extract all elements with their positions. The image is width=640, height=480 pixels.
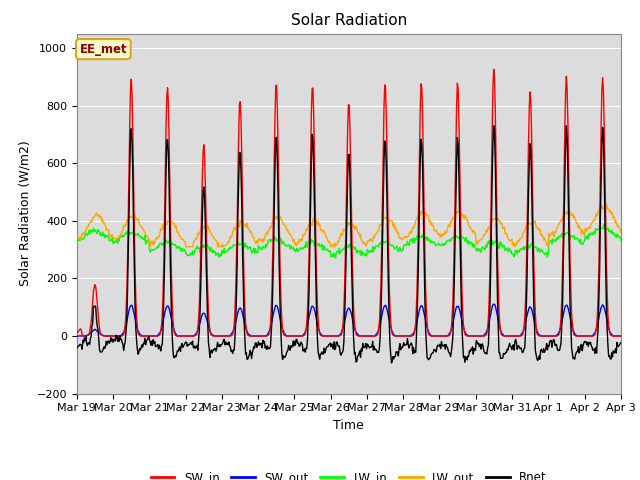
SW_in [431, 333, 439, 339]
LW_out [603, 201, 611, 207]
LW_out [73, 234, 81, 240]
Rnet [194, 348, 202, 353]
LW_in [600, 221, 608, 227]
SW_in [195, 315, 202, 321]
LW_in [73, 237, 81, 242]
SW_out [490, 301, 497, 307]
Rnet [490, 123, 497, 129]
Rnet [223, 342, 230, 348]
LW_out [416, 210, 424, 216]
SW_out [73, 333, 81, 339]
LW_in [431, 242, 439, 248]
LW_in [83, 231, 90, 237]
Line: LW_out: LW_out [77, 204, 621, 247]
Line: LW_in: LW_in [77, 224, 621, 258]
LW_in [139, 236, 147, 241]
Rnet [388, 360, 396, 366]
LW_out [147, 244, 154, 250]
Rnet [139, 344, 147, 350]
Legend: SW_in, SW_out, LW_in, LW_out, Rnet: SW_in, SW_out, LW_in, LW_out, Rnet [146, 466, 552, 480]
LW_out [431, 227, 439, 233]
SW_in [223, 333, 231, 339]
LW_out [195, 232, 202, 238]
SW_in [79, 333, 86, 339]
SW_in [84, 333, 92, 338]
LW_in [416, 233, 424, 239]
LW_in [332, 255, 339, 261]
X-axis label: Time: Time [333, 419, 364, 432]
SW_out [223, 333, 230, 339]
SW_out [83, 333, 90, 338]
SW_in [490, 67, 497, 72]
SW_out [431, 333, 438, 339]
Line: SW_in: SW_in [77, 70, 621, 336]
SW_in [140, 333, 147, 339]
Rnet [416, 192, 424, 198]
Line: Rnet: Rnet [77, 126, 621, 363]
SW_out [617, 333, 625, 339]
Line: SW_out: SW_out [77, 304, 621, 336]
LW_out [223, 241, 231, 247]
Rnet [431, 347, 439, 353]
LW_in [194, 246, 202, 252]
Rnet [617, 340, 625, 346]
Title: Solar Radiation: Solar Radiation [291, 13, 407, 28]
LW_in [223, 249, 230, 255]
LW_out [83, 226, 90, 231]
SW_out [194, 327, 202, 333]
LW_in [617, 238, 625, 243]
SW_out [139, 333, 147, 339]
SW_in [73, 330, 81, 336]
Rnet [73, 345, 81, 351]
Text: EE_met: EE_met [79, 43, 127, 56]
SW_in [617, 333, 625, 339]
Y-axis label: Solar Radiation (W/m2): Solar Radiation (W/m2) [18, 141, 31, 287]
LW_out [617, 229, 625, 235]
Rnet [83, 340, 90, 346]
SW_out [415, 310, 422, 315]
LW_out [139, 225, 147, 230]
SW_in [416, 144, 424, 149]
